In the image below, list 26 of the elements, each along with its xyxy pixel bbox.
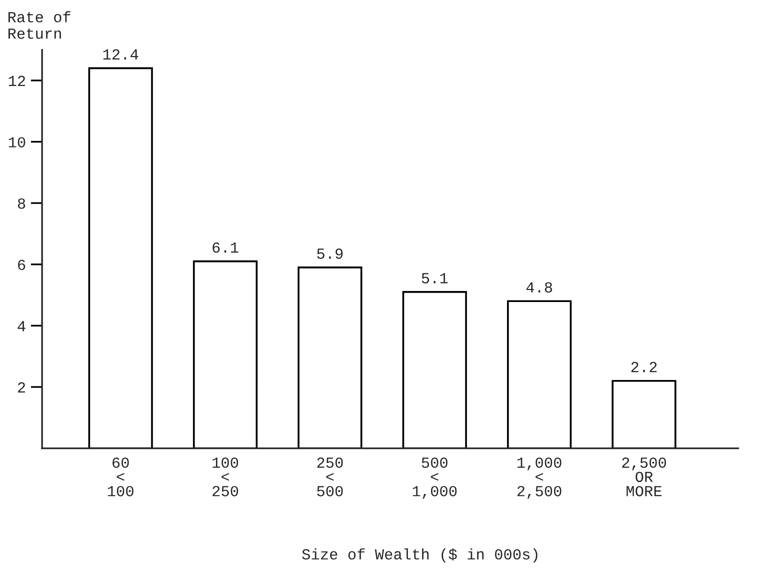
y-tick-label: 6: [18, 260, 26, 270]
y-tick-label: 2: [18, 382, 26, 393]
bar: [192, 260, 258, 448]
x-tick-label: 2,500 OR MORE: [622, 457, 666, 496]
data-label: 4.8: [526, 282, 552, 293]
data-label: 6.1: [212, 242, 238, 253]
x-tick-label: 250 < 500: [317, 457, 343, 496]
x-tick-label: 100 < 250: [212, 457, 238, 496]
y-tick-label: 10: [8, 137, 26, 148]
bar: [507, 300, 572, 448]
data-label: 5.1: [422, 273, 448, 284]
bar: [88, 67, 153, 448]
x-tick-label: 500 < 1,000: [412, 457, 457, 499]
x-axis-title: Size of Wealth ($ in 000s): [302, 548, 538, 563]
bar: [402, 291, 467, 448]
bar: [298, 266, 362, 448]
data-label: 12.4: [103, 49, 138, 60]
y-tick-label: 4: [18, 321, 26, 332]
y-axis-title: Rate of Return: [8, 11, 70, 39]
x-tick-label: 1,000 < 2,500: [517, 457, 562, 499]
y-tick-label: 8: [18, 198, 26, 209]
bar: [612, 380, 676, 448]
data-label: 5.9: [317, 248, 343, 259]
data-label: 2.2: [631, 362, 657, 372]
y-tick-label: 12: [8, 76, 26, 86]
x-tick-label: 60 < 100: [108, 457, 134, 496]
